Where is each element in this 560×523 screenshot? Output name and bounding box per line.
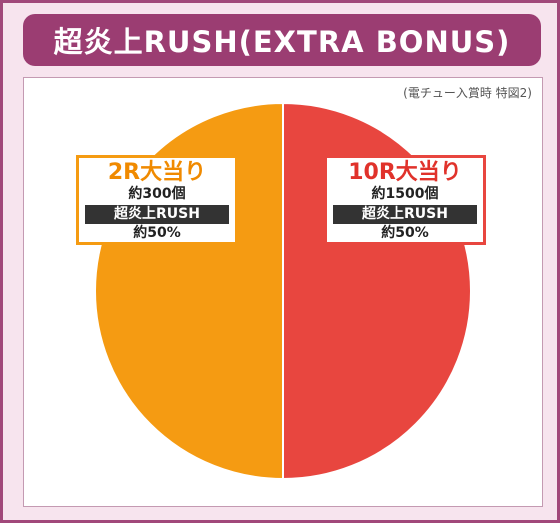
- callout-10r-label: 10R大当り: [348, 160, 462, 185]
- callout-2r-rate: 約50%: [133, 225, 181, 241]
- title-bar: 超炎上RUSH(EXTRA BONUS): [23, 14, 541, 66]
- callout-10r-mode: 超炎上RUSH: [333, 205, 477, 224]
- chart-title: 超炎上RUSH(EXTRA BONUS): [53, 25, 511, 59]
- callout-10r-rate: 約50%: [381, 225, 429, 241]
- pie-chart: [94, 101, 472, 481]
- callout-10r: 10R大当り 約1500個 超炎上RUSH 約50%: [324, 155, 486, 245]
- callout-2r: 2R大当り 約300個 超炎上RUSH 約50%: [76, 155, 238, 245]
- chart-panel: (電チュー入賞時 特図2) 2R大当り 約300個 超炎上RUSH 約50% 1…: [23, 77, 543, 507]
- chart-note: (電チュー入賞時 特図2): [403, 86, 532, 100]
- callout-2r-mode: 超炎上RUSH: [85, 205, 229, 224]
- callout-2r-label: 2R大当り: [107, 160, 207, 185]
- callout-2r-sub: 約300個: [128, 186, 186, 202]
- callout-10r-sub: 約1500個: [371, 186, 439, 202]
